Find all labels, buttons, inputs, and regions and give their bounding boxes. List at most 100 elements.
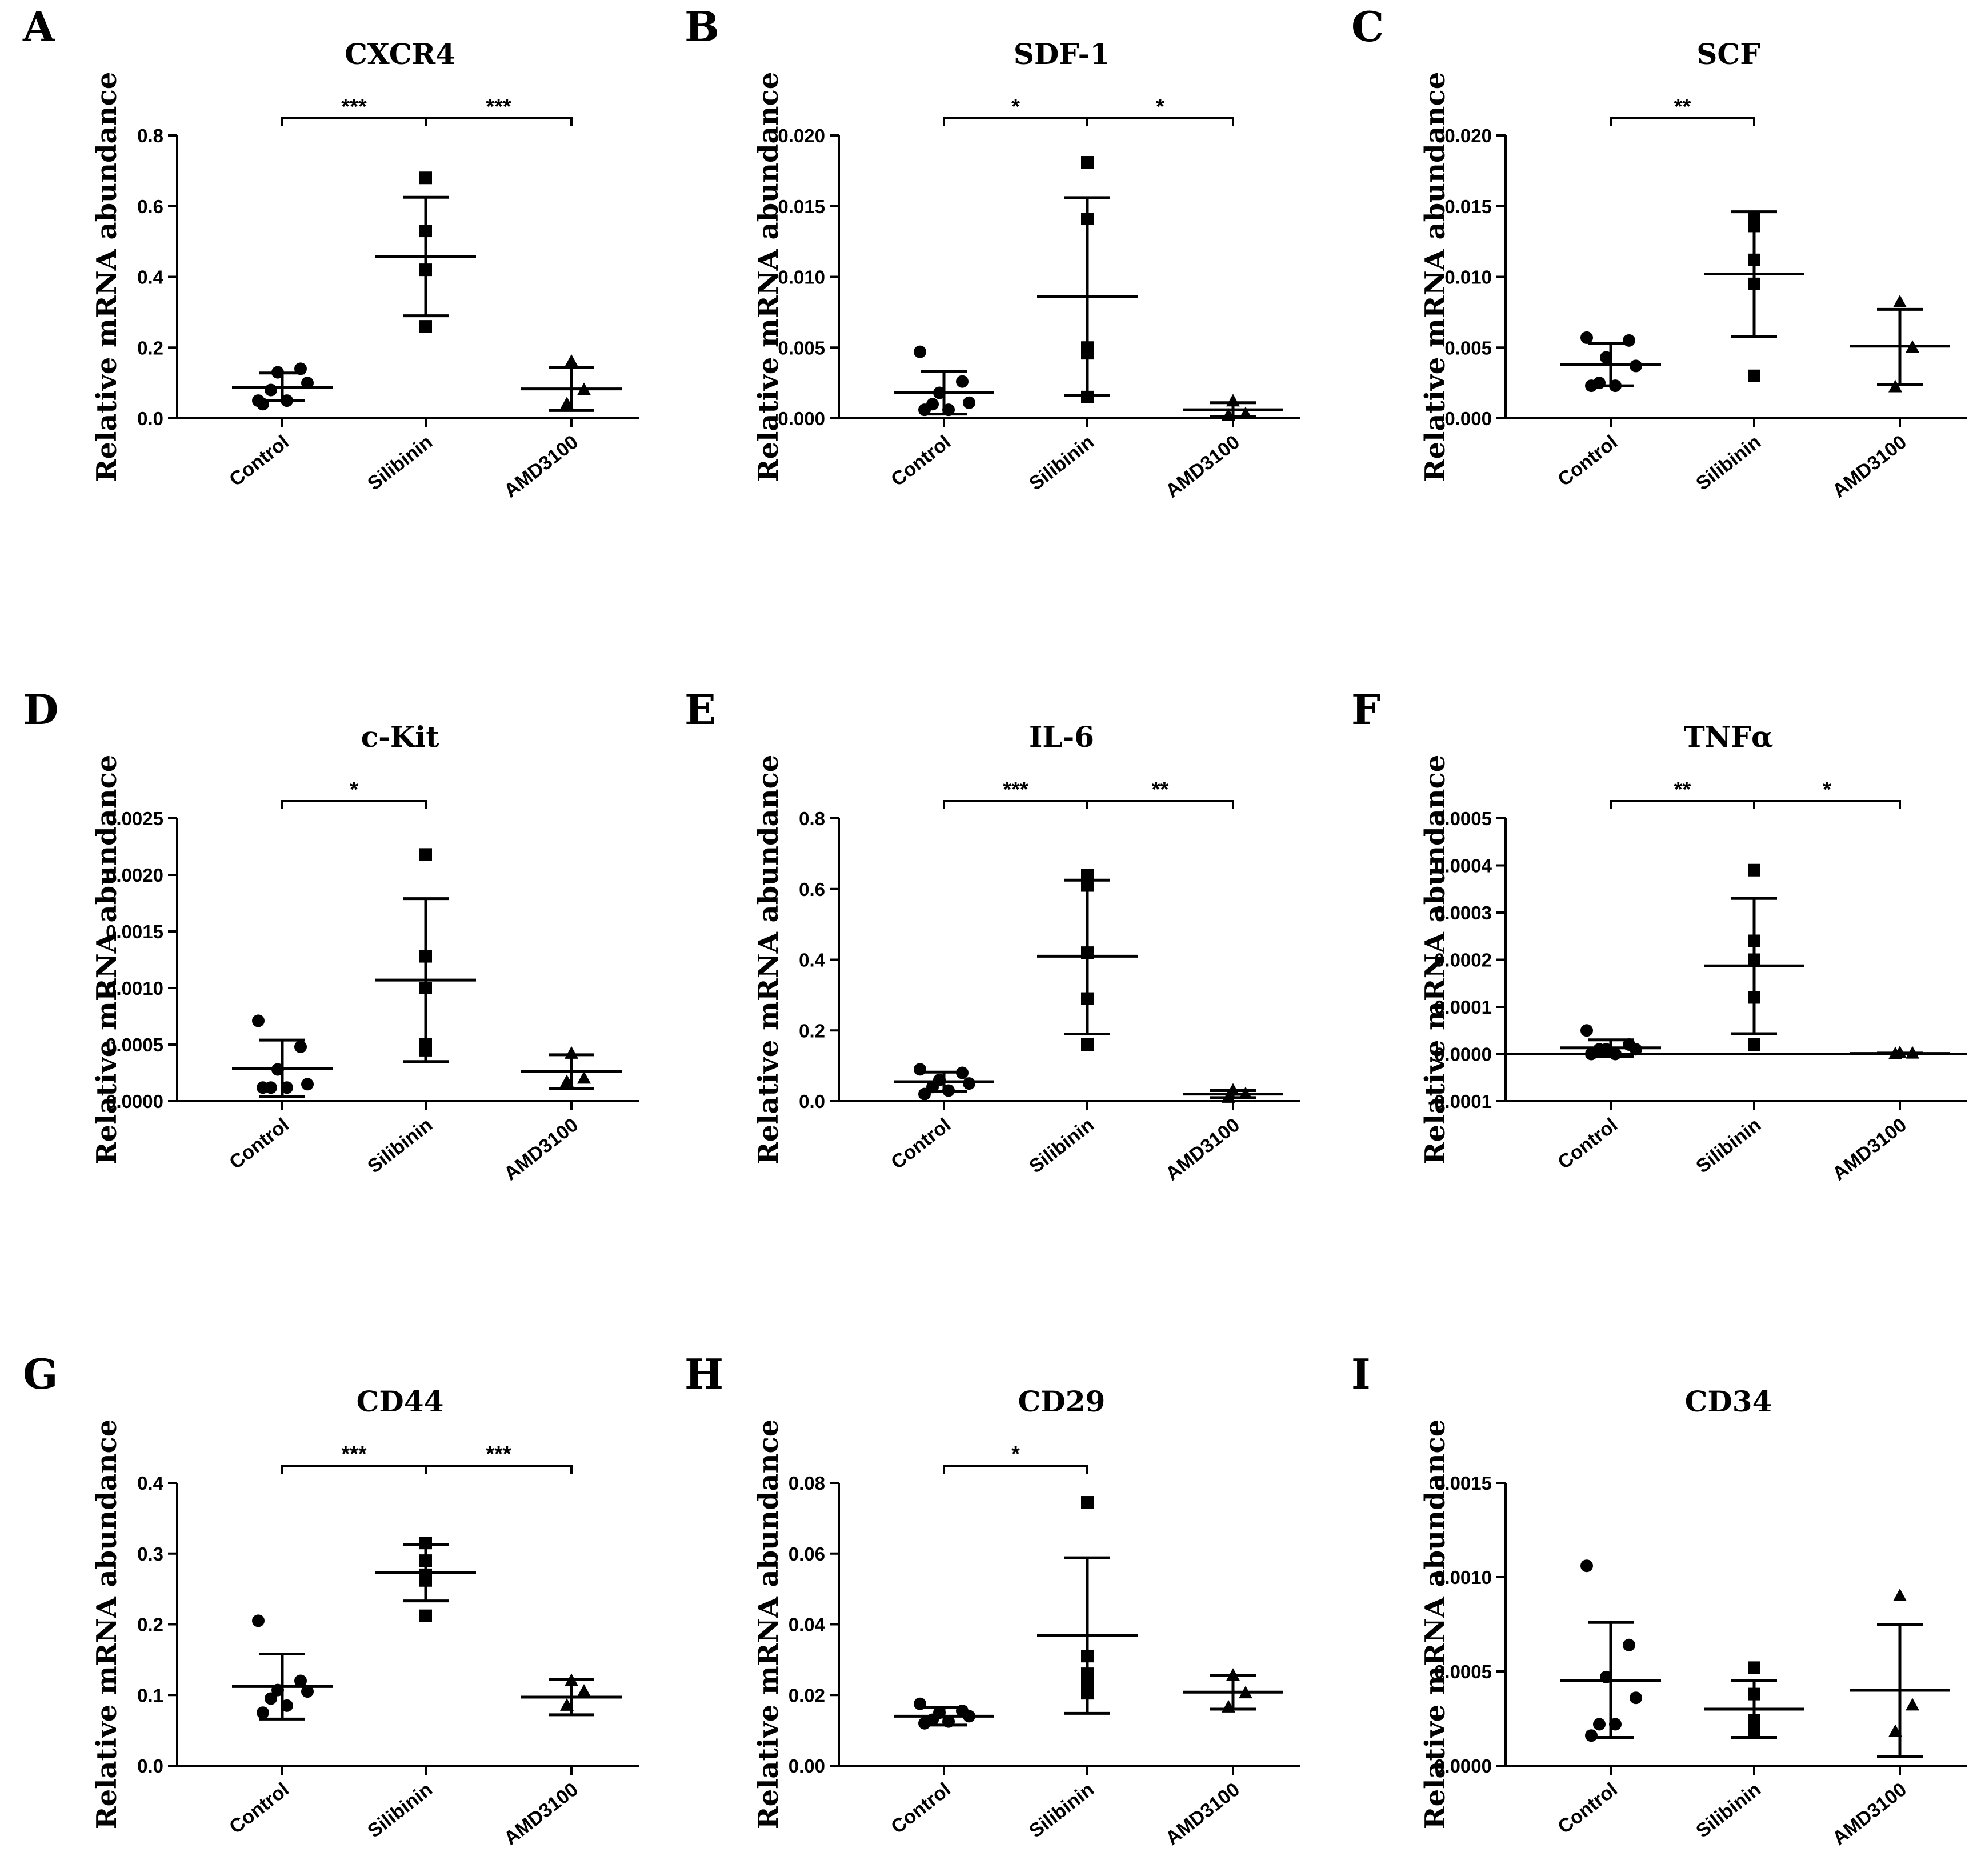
data-point-circle bbox=[933, 386, 946, 399]
data-point-circle bbox=[1623, 1638, 1635, 1651]
y-tick-label: 0.8 bbox=[137, 125, 163, 146]
data-point-circle bbox=[265, 383, 277, 397]
data-point-circle bbox=[1623, 334, 1635, 347]
data-point-square bbox=[1748, 277, 1760, 290]
data-point-square bbox=[1748, 934, 1760, 947]
y-tick-label: 0.0000 bbox=[1434, 1044, 1492, 1065]
data-point-square bbox=[1081, 946, 1094, 959]
data-point-square bbox=[1748, 991, 1760, 1004]
data-point-circle bbox=[1600, 1670, 1612, 1683]
significance-label: ** bbox=[1152, 778, 1169, 802]
significance-bracket bbox=[943, 1465, 1088, 1474]
y-tick-label: 0.0 bbox=[137, 408, 163, 429]
data-point-circle bbox=[271, 1683, 284, 1697]
data-point-circle bbox=[918, 403, 931, 417]
data-point-circle bbox=[1600, 351, 1612, 364]
data-point-circle bbox=[281, 394, 293, 407]
y-axis-label: Relative mRNA abundance bbox=[91, 1419, 123, 1830]
x-tick-label: Silibinin bbox=[1692, 1778, 1765, 1842]
y-axis-label: Relative mRNA abundance bbox=[753, 1419, 785, 1830]
data-point-square bbox=[1748, 219, 1760, 233]
data-point-circle bbox=[252, 1014, 265, 1027]
data-point-triangle bbox=[565, 354, 578, 367]
data-point-circle bbox=[1630, 359, 1642, 373]
x-tick-label: Control bbox=[1554, 1778, 1622, 1838]
x-tick-label: AMD3100 bbox=[1162, 1114, 1244, 1185]
data-point-circle bbox=[918, 1087, 931, 1101]
data-point-square bbox=[419, 171, 432, 185]
data-point-circle bbox=[1593, 1718, 1606, 1731]
y-tick-label: 0.020 bbox=[778, 125, 825, 146]
data-point-circle bbox=[956, 375, 969, 388]
x-tick-label: Silibinin bbox=[363, 1778, 437, 1842]
x-tick-label: Silibinin bbox=[1692, 1114, 1765, 1177]
x-tick-label: Silibinin bbox=[1025, 431, 1098, 494]
data-point-circle bbox=[252, 1614, 265, 1627]
data-point-square bbox=[1748, 253, 1760, 266]
significance-label: *** bbox=[486, 95, 511, 119]
significance-label: *** bbox=[1003, 778, 1028, 802]
significance-bracket bbox=[1753, 800, 1901, 809]
data-point-circle bbox=[1585, 1047, 1598, 1061]
data-point-triangle bbox=[1888, 1724, 1902, 1737]
data-point-square bbox=[419, 1537, 432, 1550]
significance-bracket bbox=[425, 1465, 573, 1474]
chart-title: SCF bbox=[1696, 37, 1760, 71]
data-point-circle bbox=[942, 403, 955, 417]
significance-bracket bbox=[281, 117, 427, 126]
y-tick-label: 0.4 bbox=[137, 1473, 164, 1494]
x-tick-label: AMD3100 bbox=[500, 1114, 582, 1185]
data-point-circle bbox=[963, 396, 975, 409]
y-tick-label: 0.00 bbox=[789, 1755, 825, 1777]
panel-label: F bbox=[1351, 685, 1380, 734]
data-point-triangle bbox=[1226, 394, 1240, 407]
data-point-square bbox=[1081, 390, 1094, 403]
data-point-triangle bbox=[1888, 1046, 1902, 1059]
chart-title: CD34 bbox=[1685, 1385, 1772, 1418]
significance-label: *** bbox=[486, 1442, 511, 1466]
data-point-triangle bbox=[1222, 408, 1235, 421]
data-point-circle bbox=[1580, 331, 1593, 344]
data-point-triangle bbox=[1893, 295, 1907, 308]
y-tick-label: 0.005 bbox=[1444, 337, 1492, 358]
data-point-square bbox=[419, 1574, 432, 1587]
y-tick-label: 0.0015 bbox=[106, 921, 163, 942]
significance-bracket bbox=[281, 800, 427, 809]
y-axis-label: Relative mRNA abundance bbox=[1419, 1419, 1451, 1830]
data-point-square bbox=[1081, 213, 1094, 226]
data-point-triangle bbox=[1239, 406, 1252, 419]
y-axis-label: Relative mRNA abundance bbox=[1419, 755, 1451, 1165]
panel-g: G CD44 Relative mRNA abundance 0.0 0.1 0.2 0.3… bbox=[23, 1350, 639, 1850]
chart-title: TNFα bbox=[1684, 720, 1774, 754]
data-point-square bbox=[1081, 992, 1094, 1005]
data-point-triangle bbox=[1226, 1668, 1240, 1681]
panel-label: D bbox=[23, 685, 58, 734]
y-tick-label: 0.0 bbox=[137, 1755, 163, 1777]
data-point-circle bbox=[301, 1685, 314, 1698]
y-tick-label: 0.010 bbox=[1444, 267, 1492, 288]
y-tick-label: 0.0005 bbox=[1434, 808, 1492, 829]
data-point-triangle bbox=[560, 1698, 574, 1711]
data-point-triangle bbox=[577, 1684, 591, 1697]
data-point-triangle bbox=[1239, 1086, 1252, 1099]
data-point-triangle bbox=[560, 397, 574, 410]
x-tick-label: Control bbox=[225, 1114, 293, 1173]
data-point-circle bbox=[271, 366, 284, 379]
data-point-square bbox=[419, 848, 432, 861]
y-tick-label: 0.010 bbox=[778, 267, 825, 288]
x-tick-label: Silibinin bbox=[1692, 431, 1765, 494]
data-point-square bbox=[1748, 863, 1760, 877]
y-tick-label: 0.0000 bbox=[1434, 1755, 1492, 1777]
y-tick-label: 0.0005 bbox=[106, 1034, 163, 1055]
panel-f: F TNFα Relative mRNA abundance-0.0001 0.000… bbox=[1351, 685, 1967, 1185]
data-point-circle bbox=[963, 1077, 975, 1090]
data-point-square bbox=[1748, 369, 1760, 382]
significance-label: * bbox=[1823, 778, 1831, 802]
significance-label: * bbox=[1011, 1442, 1020, 1466]
data-point-triangle bbox=[1888, 379, 1902, 393]
significance-bracket bbox=[1610, 117, 1755, 126]
panel-label: A bbox=[22, 2, 55, 51]
data-point-square bbox=[1081, 1687, 1094, 1700]
